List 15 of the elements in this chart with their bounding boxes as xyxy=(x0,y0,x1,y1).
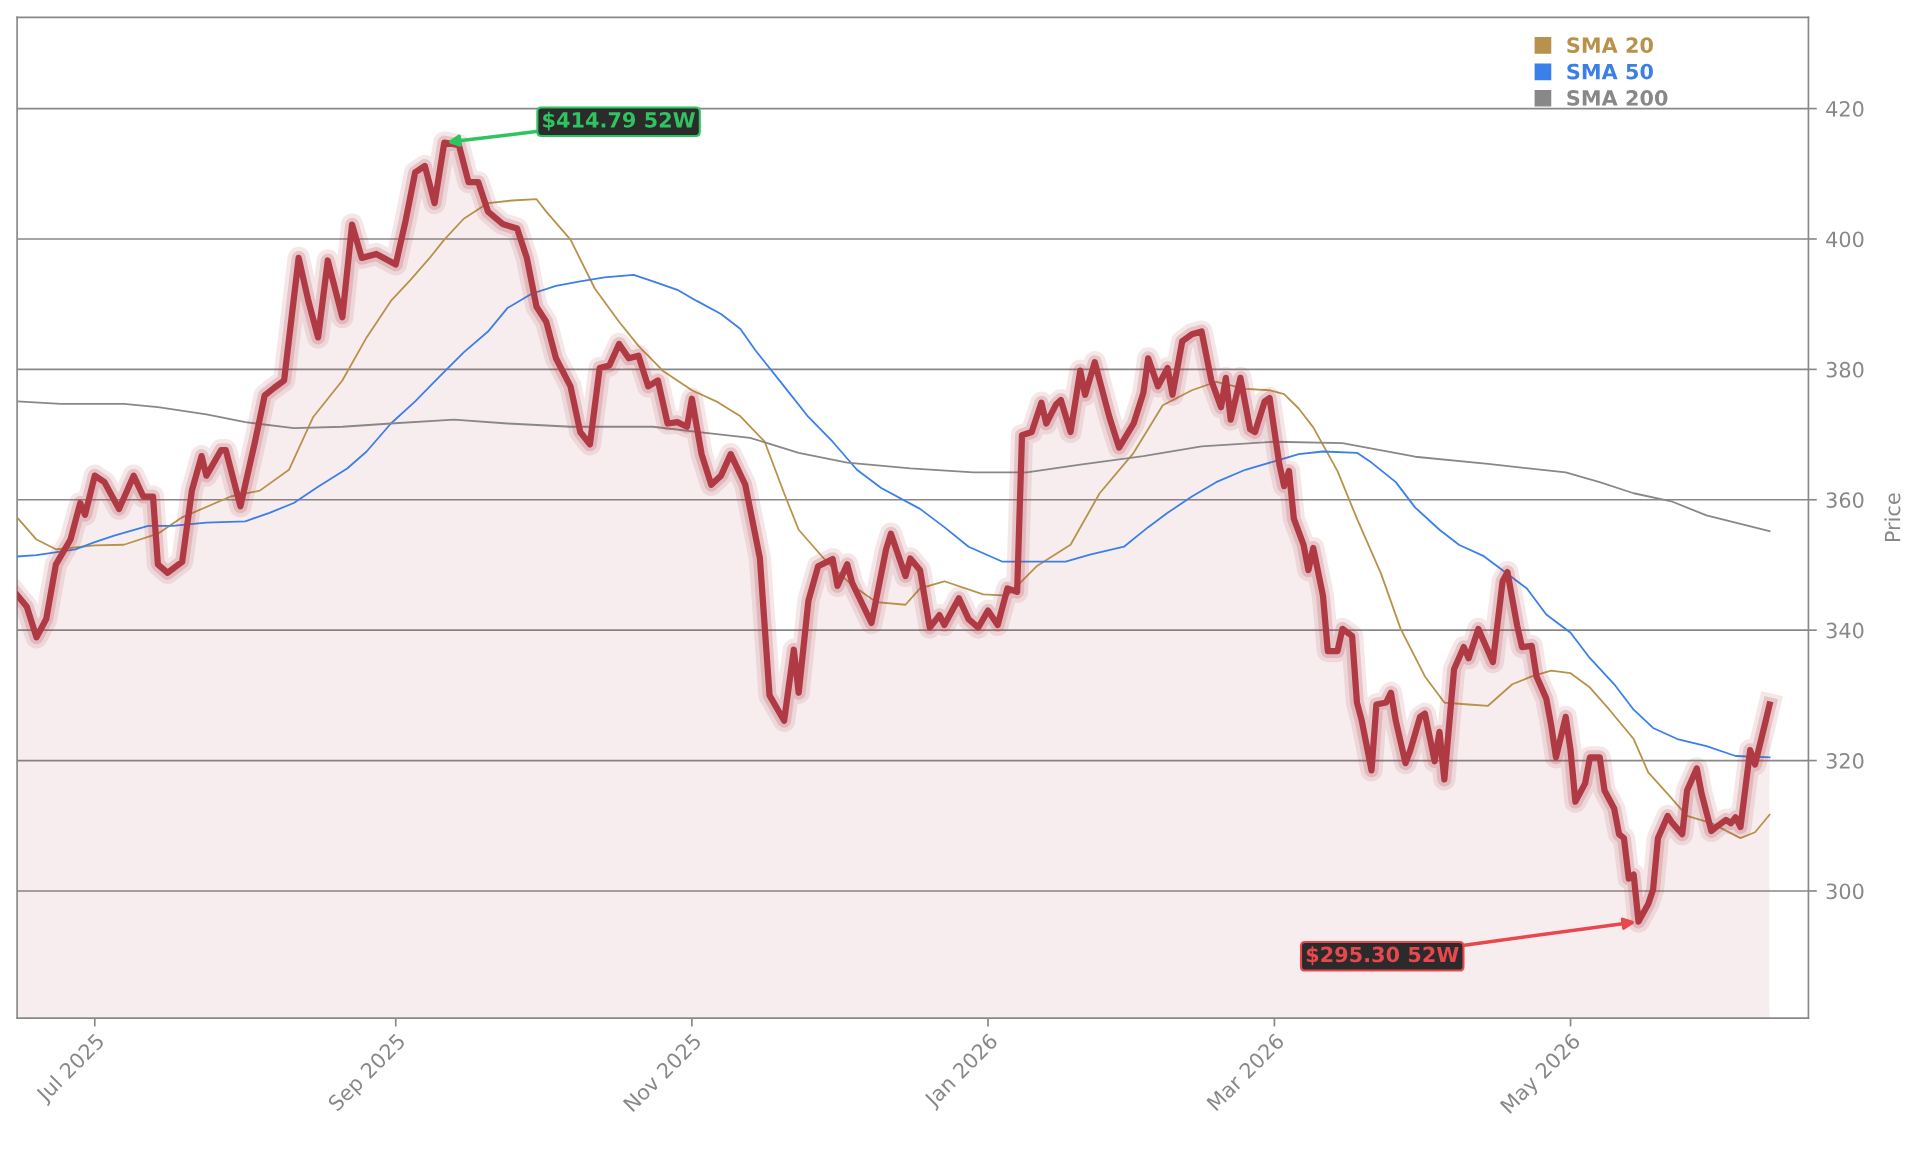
annotation: $414.79 52W xyxy=(543,111,695,131)
line-series xyxy=(17,198,1771,840)
annotation: $295.30 52W xyxy=(1306,946,1459,966)
legend-label: SMA 50 xyxy=(1567,63,1653,80)
y-axis-title: Price xyxy=(1884,493,1901,542)
y-tick-label: 320 xyxy=(1826,753,1864,769)
y-tick-label: 380 xyxy=(1826,361,1864,378)
y-tick-label: 400 xyxy=(1826,231,1864,248)
legend-label: SMA 20 xyxy=(1567,37,1653,54)
y-tick-label: 420 xyxy=(1826,101,1864,117)
legend-label: SMA 200 xyxy=(1567,90,1668,106)
y-tick-label: 340 xyxy=(1826,622,1864,639)
line-series xyxy=(17,273,1771,759)
y-tick-label: 300 xyxy=(1826,883,1864,900)
y-tick-label: 360 xyxy=(1826,492,1864,508)
